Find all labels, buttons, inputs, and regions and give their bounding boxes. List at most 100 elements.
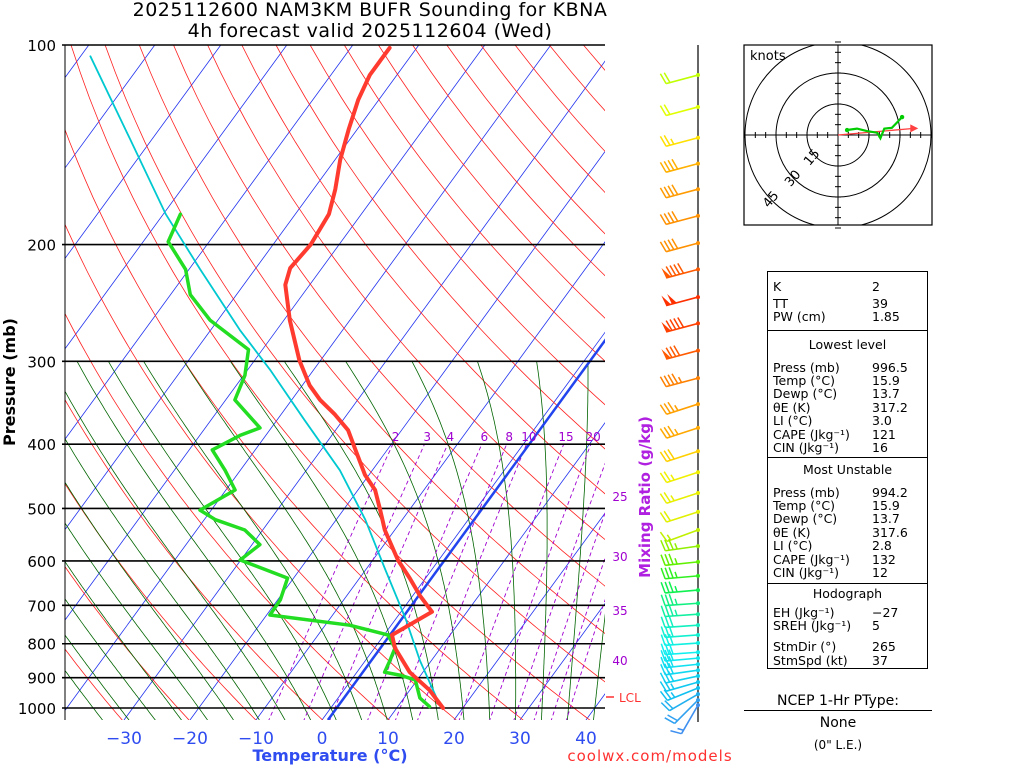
barb-shaft [666,529,699,543]
barb-base [696,348,700,353]
barb-half [677,727,684,731]
hodograph-stats-header: Hodograph [812,586,883,601]
barb-full [667,449,675,460]
mixing-ratio-label: 4 [447,430,455,444]
moist-adiabat-line [65,522,208,720]
barb-half [674,585,678,593]
barb-shaft [665,242,699,253]
wind-barb [659,679,700,692]
barb-full [677,317,685,328]
barb-shaft [674,699,699,725]
barb-full [663,240,671,252]
barb-half [670,495,675,502]
most-unstable-value: 15.9 [872,498,900,513]
pressure-tick-label: 400 [27,436,56,454]
barb-full [668,642,674,655]
barb-full [663,160,671,172]
moist-adiabat-line [536,361,548,720]
pressure-lines [62,44,605,720]
barb-shaft [665,624,699,629]
barb-full [663,186,671,198]
wind-barb [659,686,700,702]
dry-adiabat-line [309,45,605,406]
most-unstable-value: 12 [872,565,888,580]
barb-full [668,615,674,628]
pressure-tick-label: 600 [27,553,56,571]
dry-adiabat-line [343,45,605,362]
barb-full [660,634,666,646]
barb-full [663,375,671,386]
mixing-ratio-label: 15 [558,430,573,444]
mixing-ratio-label: 2 [392,430,400,444]
moist-adiabat-line [567,361,589,720]
most-unstable-label: LI (°C) [773,538,813,553]
barb-full [667,185,675,197]
pressure-tick-label: 200 [27,237,56,255]
barb-base [696,267,700,272]
barb-flag [661,349,671,360]
isotherm-line [387,422,605,720]
barb-base [696,686,700,691]
barb-base [696,641,700,646]
barb-half [670,474,675,481]
lowest-level-label: Press (mb) [773,360,840,375]
barb-base [696,559,700,564]
moist-adiabat-line [65,634,130,720]
mixing-ratio-label: 8 [505,430,513,444]
barb-full [664,616,670,628]
barb-shaft [665,545,699,552]
ring-label-30: 30 [782,168,804,190]
barb-full [660,626,666,638]
lowest-level-label: θE (K) [773,400,811,415]
chart-title-line1: 2025112600 NAM3KM BUFR Sounding for KBNA [132,0,608,21]
barb-base [696,104,700,109]
dry-adiabat-line [138,45,605,635]
barb-full [660,605,666,617]
wind-barb [660,615,700,629]
mixing-ratio-line [550,557,605,720]
barb-full [664,605,670,617]
isotherm-line [321,331,605,720]
mixing-ratio-label: 3 [423,430,431,444]
hodograph-stats-value: 5 [872,618,880,633]
mixing-ratio-line [489,444,592,720]
ptype-value: None [819,715,857,731]
barb-shaft [666,471,699,484]
pressure-tick-label: 800 [27,636,56,654]
dry-adiabat-line [275,45,605,450]
credit-link[interactable]: coolwx.com/models [567,747,732,765]
barb-shaft [665,215,699,226]
barb-full [663,679,671,691]
barb-half [670,138,675,145]
most-unstable-value: 994.2 [872,485,908,500]
ptype-header: NCEP 1-Hr PType: [744,693,932,711]
mixing-ratio-line [533,511,605,720]
wind-barb [660,633,700,647]
barb-base [696,656,700,661]
pressure-tick-label: 1000 [18,700,56,718]
barb-full [664,539,670,551]
lowest-level-header: Lowest level [808,337,887,352]
barb-base [696,674,700,679]
barb-full [668,662,674,674]
lcl-label: LCL [619,691,641,705]
barb-base [696,321,700,326]
barb-base [696,135,700,140]
most-unstable-label: Temp (°C) [773,498,836,513]
ptype-note: (0" L.E.) [813,738,863,752]
barb-full [671,158,679,170]
barb-shaft [665,589,699,594]
lowest-level-value: 317.2 [872,400,908,415]
barb-flag [661,295,671,306]
wind-barb [661,293,700,307]
barb-full [673,345,681,356]
wind-barb [659,449,700,463]
barb-full [659,214,667,225]
barb-full [659,136,667,147]
hodograph-stats-value: 265 [872,639,896,654]
most-unstable-label: CAPE (Jkg⁻¹) [773,552,850,567]
wind-barbs [659,72,700,735]
barb-shaft [665,561,699,567]
barb-full [663,72,671,83]
